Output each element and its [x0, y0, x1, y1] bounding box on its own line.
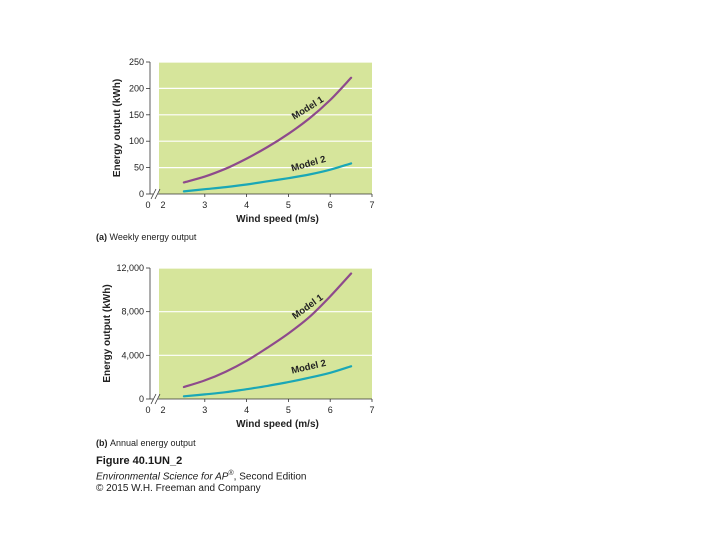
y-tick-label: 200	[129, 83, 144, 93]
x-tick-label: 7	[369, 200, 374, 210]
y-tick-label: 4,000	[121, 350, 144, 360]
y-axis-title: Energy output (kWh)	[102, 284, 113, 382]
y-tick-label: 8,000	[121, 307, 144, 317]
panel-caption: (a) Weekly energy output	[96, 232, 197, 242]
x-tick-label: 2	[160, 405, 165, 415]
book-edition: , Second Edition	[234, 471, 307, 482]
panel-caption-letter: (a)	[96, 232, 110, 242]
x-tick-label: 5	[286, 200, 291, 210]
book-title: Environmental Science for AP	[96, 471, 228, 482]
panel-caption-text: Annual energy output	[110, 438, 196, 448]
x-axis-title: Wind speed (m/s)	[236, 214, 319, 225]
y-tick-label: 150	[129, 110, 144, 120]
y-tick-label: 0	[139, 394, 144, 404]
x-axis-title: Wind speed (m/s)	[236, 419, 319, 430]
figure-caption: Figure 40.1UN_2 Environmental Science fo…	[96, 455, 396, 495]
panel-caption-text: Weekly energy output	[110, 232, 197, 242]
x-tick-label-zero: 0	[145, 200, 150, 210]
x-tick-label: 6	[328, 405, 333, 415]
panel-caption-letter: (b)	[96, 438, 110, 448]
y-tick-label: 12,000	[116, 263, 144, 273]
x-tick-label: 3	[202, 405, 207, 415]
panel-caption: (b) Annual energy output	[96, 438, 196, 448]
x-tick-label: 4	[244, 200, 249, 210]
x-tick-label: 6	[328, 200, 333, 210]
x-tick-label: 3	[202, 200, 207, 210]
x-tick-label: 5	[286, 405, 291, 415]
y-tick-label: 250	[129, 57, 144, 67]
y-tick-label: 0	[139, 189, 144, 199]
plot-area	[159, 268, 372, 399]
plot-area	[159, 62, 372, 194]
x-tick-label: 7	[369, 405, 374, 415]
figure-number: Figure 40.1UN_2	[96, 455, 396, 468]
x-tick-label: 4	[244, 405, 249, 415]
book-title-line: Environmental Science for AP®, Second Ed…	[96, 468, 396, 483]
x-tick-label-zero: 0	[145, 405, 150, 415]
x-tick-label: 2	[160, 200, 165, 210]
y-axis-title: Energy output (kWh)	[112, 79, 123, 177]
y-tick-label: 100	[129, 136, 144, 146]
y-tick-label: 50	[134, 163, 144, 173]
copyright: © 2015 W.H. Freeman and Company	[96, 483, 396, 495]
